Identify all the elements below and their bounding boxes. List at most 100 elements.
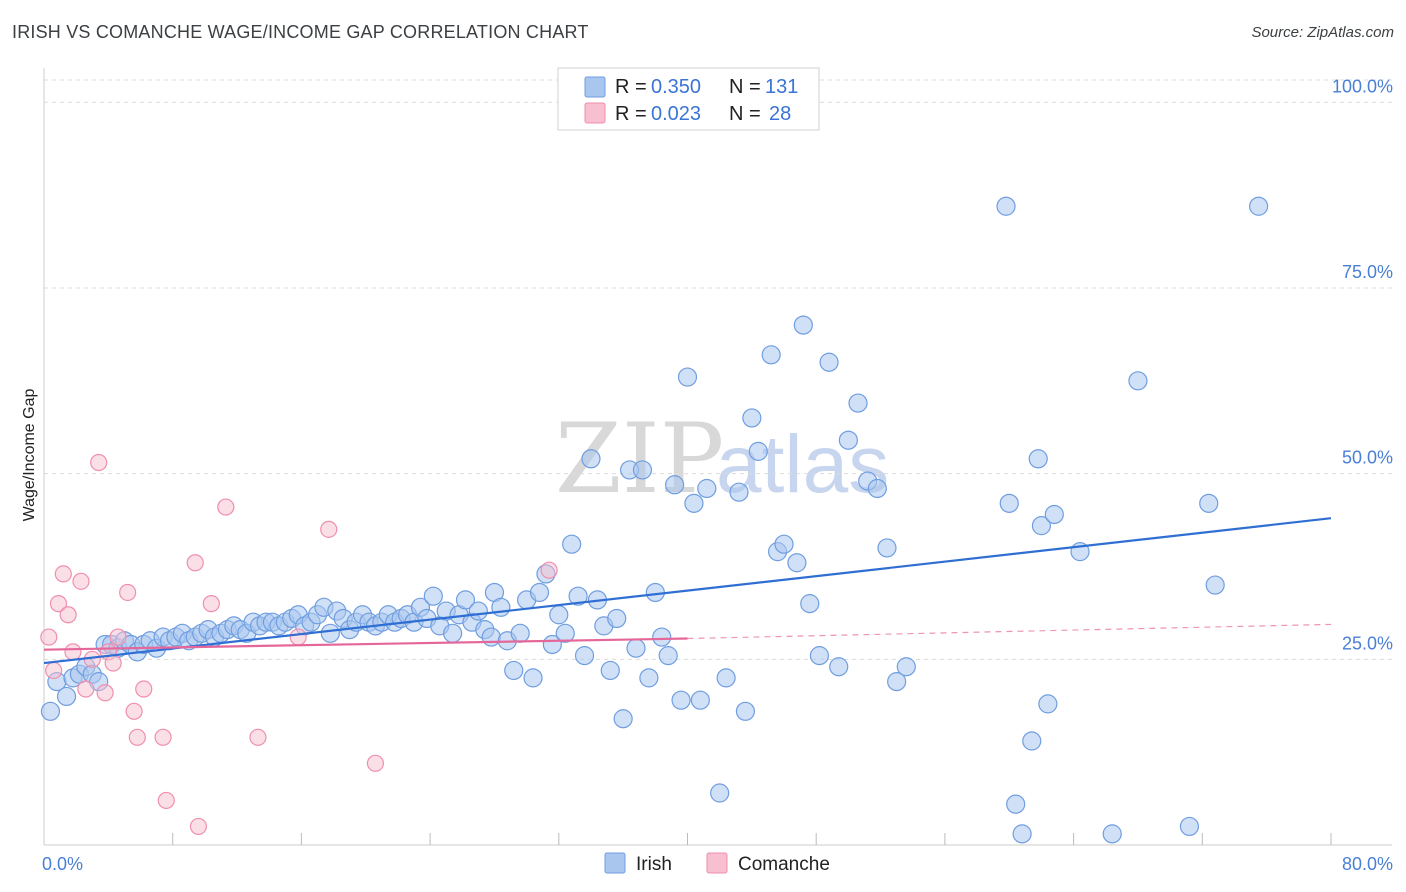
y-tick-label-25: 25.0% [1342, 633, 1393, 653]
comanche-trend-line [43, 637, 688, 651]
irish-point [729, 482, 749, 502]
comanche-point [45, 661, 63, 680]
irish-point [652, 627, 672, 647]
y-tick-label-75: 75.0% [1342, 262, 1393, 282]
irish-point [793, 315, 813, 335]
irish-point [1031, 516, 1052, 536]
irish-point [523, 668, 543, 688]
irish-point [562, 534, 582, 554]
irish-point [1022, 731, 1042, 751]
irish-point [761, 345, 781, 365]
irish-point [838, 430, 858, 450]
y-tick-label-50: 50.0% [1342, 448, 1393, 468]
bottom-legend-comanche: Comanche [738, 854, 830, 875]
irish-point [774, 534, 794, 554]
irish-point [896, 657, 916, 677]
irish-point [690, 690, 710, 710]
irish-point [697, 478, 717, 499]
irish-point [607, 608, 627, 629]
comanche-point [77, 680, 95, 698]
irish-point [887, 672, 907, 692]
legend-swatch-comanche [584, 102, 606, 124]
irish-point [867, 478, 887, 499]
irish-point [1044, 504, 1064, 525]
comanche-point [64, 643, 82, 661]
irish-point [800, 594, 820, 614]
irish-point [529, 582, 550, 603]
legend-swatch-irish [584, 76, 606, 98]
comanche-point [217, 498, 235, 516]
irish-point [999, 493, 1019, 513]
legend-irish-n-label: N = [729, 76, 761, 98]
irish-point [735, 701, 756, 721]
comanche-point [135, 680, 153, 698]
bottom-legend-swatch-comanche [706, 852, 728, 874]
comanche-point [186, 554, 204, 572]
irish-point [710, 783, 730, 803]
irish-point [877, 538, 897, 558]
irish-point [1012, 824, 1032, 844]
irish-point [504, 660, 524, 681]
comanche-point [119, 583, 137, 602]
x-tick-label-80: 80.0% [1342, 854, 1393, 874]
comanche-point [54, 565, 72, 583]
bottom-legend-irish: Irish [636, 854, 672, 875]
legend-comanche-n-label: N = [729, 103, 761, 125]
irish-point [481, 627, 501, 647]
comanche-point [59, 606, 77, 624]
y-tick-label-100: 100.0% [1332, 76, 1393, 96]
comanche-point [202, 595, 220, 613]
comanche-point [104, 654, 122, 672]
irish-point [1199, 493, 1219, 513]
comanche-point [157, 791, 175, 810]
irish-point [632, 460, 653, 480]
irish-point [671, 690, 691, 710]
comanche-point [128, 728, 146, 746]
legend-comanche-r-label: R = [615, 103, 647, 125]
irish-point [320, 623, 340, 643]
comanche-point [189, 817, 208, 836]
irish-point [684, 493, 704, 513]
irish-point [677, 367, 698, 387]
comanche-point [249, 728, 267, 746]
irish-point [491, 597, 511, 617]
comanche-point [125, 702, 143, 720]
irish-point [1249, 196, 1269, 216]
legend-irish-r-value: 0.350 [651, 76, 701, 98]
irish-point [742, 408, 762, 428]
irish-point [510, 623, 530, 643]
chart-title: IRISH VS COMANCHE WAGE/INCOME GAP CORREL… [12, 22, 589, 42]
irish-trend-line [43, 517, 1332, 665]
irish-point [996, 196, 1016, 216]
irish-point [568, 586, 588, 606]
irish-point [829, 657, 849, 677]
irish-point [1179, 816, 1200, 837]
irish-point [665, 475, 685, 495]
top-legend: R = 0.350 N = 131 R = 0.023 N = 28 [557, 67, 820, 131]
irish-point [809, 646, 830, 666]
comanche-point [320, 520, 338, 538]
irish-point [748, 441, 768, 461]
bottom-legend: Irish Comanche [604, 852, 830, 875]
x-tick-label-0: 0.0% [42, 854, 83, 874]
irish-point [443, 623, 463, 643]
irish-point [56, 686, 77, 707]
bottom-legend-swatch-irish [604, 852, 626, 874]
comanche-point [72, 572, 90, 590]
irish-point [1028, 449, 1048, 469]
irish-point [1038, 694, 1058, 714]
comanche-point [96, 684, 114, 702]
irish-point [639, 668, 659, 688]
irish-point [1128, 371, 1148, 391]
irish-point [1006, 794, 1026, 814]
comanche-point [40, 628, 58, 646]
irish-point [819, 352, 839, 372]
comanche-trend-extension [687, 623, 1332, 640]
irish-point [600, 660, 620, 681]
irish-point [1205, 575, 1225, 595]
comanche-point [109, 628, 127, 646]
legend-irish-n-value: 131 [765, 76, 798, 98]
comanche-point [90, 453, 108, 472]
irish-point [549, 605, 569, 625]
